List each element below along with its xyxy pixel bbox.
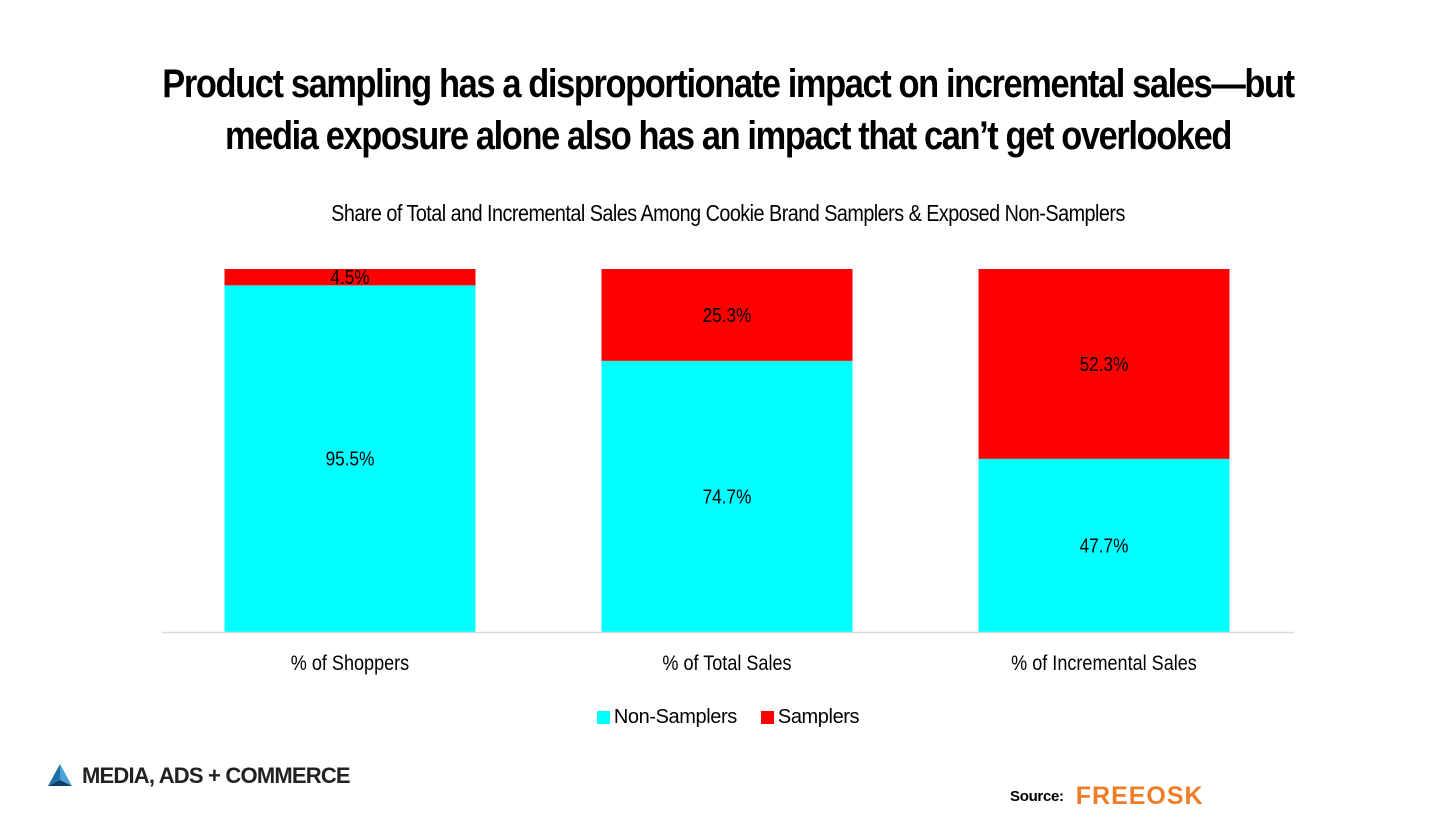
stacked-bar-chart: 95.5% 4.5% % of Shoppers 74.7% 25.3% % of Tot…	[162, 266, 1294, 676]
data-label-non-samplers-3: 47.7%	[1080, 534, 1129, 557]
page-title: Product sampling has a disproportionate …	[162, 62, 1295, 158]
bar-samplers-1	[224, 269, 476, 286]
bar-non-samplers-3	[978, 458, 1230, 632]
chart-title: Share of Total and Incremental Sales Amo…	[331, 200, 1125, 226]
data-label-non-samplers-2: 74.7%	[703, 485, 752, 508]
legend-swatch-non-samplers	[596, 711, 610, 724]
bar-samplers-3	[978, 269, 1230, 459]
x-tick-label-2: % of Total Sales	[662, 652, 791, 676]
data-label-samplers-2: 25.3%	[703, 304, 752, 327]
x-tick-label-1: % of Shoppers	[291, 652, 410, 676]
bar-non-samplers-2	[601, 360, 853, 632]
source-credit: Source: FREEOSK	[1010, 782, 1204, 811]
legend-swatch-samplers	[760, 711, 774, 724]
data-label-non-samplers-1: 95.5%	[326, 447, 375, 470]
legend-item-samplers: Samplers	[760, 706, 860, 729]
data-label-samplers-3: 52.3%	[1080, 353, 1129, 376]
chart-legend: Non-Samplers Samplers	[0, 706, 1456, 729]
pyramid-logo-icon	[48, 764, 72, 786]
bar-samplers-2	[601, 269, 853, 361]
brand-name: MEDIA, ADS + COMMERCE	[82, 763, 351, 788]
data-label-samplers-1: 4.5%	[330, 266, 369, 289]
bar-non-samplers-1	[224, 285, 476, 632]
legend-item-non-samplers: Non-Samplers	[596, 706, 737, 729]
brand-footer: MEDIA, ADS + COMMERCE	[46, 762, 351, 790]
x-tick-label-3: % of Incremental Sales	[1011, 652, 1197, 676]
source-label: Source:	[1010, 788, 1064, 805]
freeosk-logo: FREEOSK	[1075, 782, 1204, 810]
legend-label-samplers: Samplers	[777, 706, 860, 728]
legend-label-non-samplers: Non-Samplers	[613, 706, 737, 728]
